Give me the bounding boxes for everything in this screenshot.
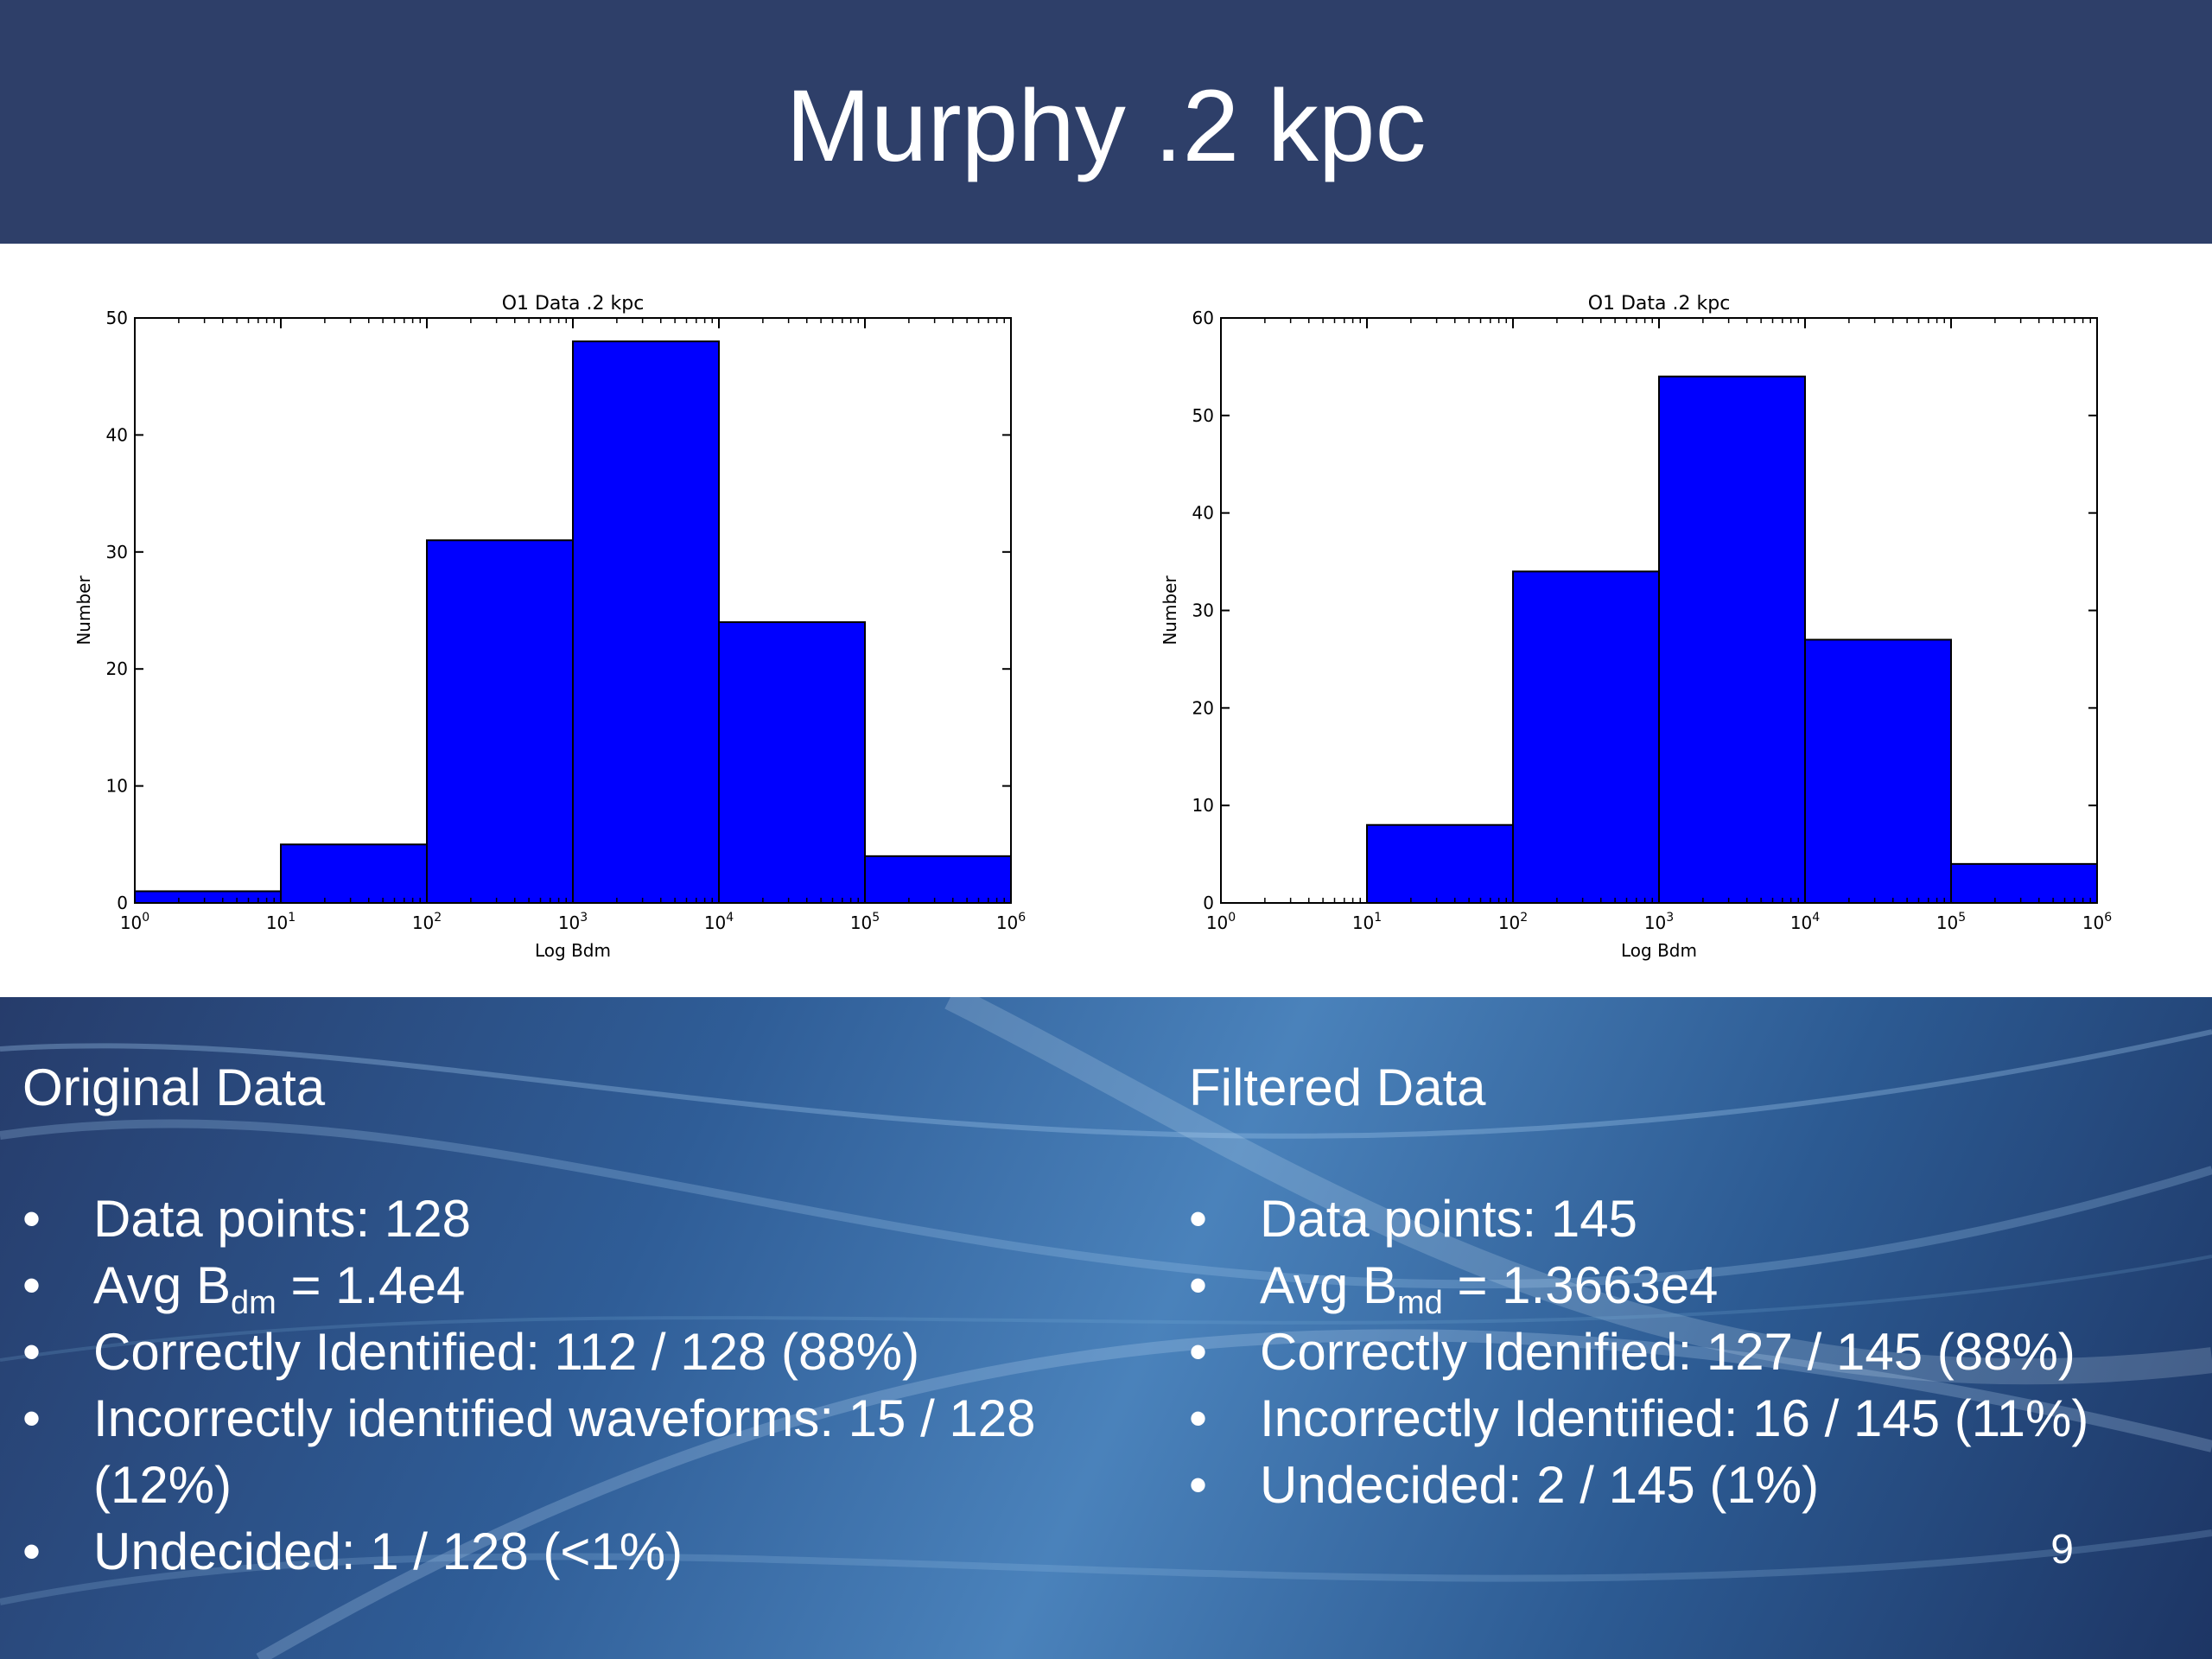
- histogram-bar: [134, 890, 282, 905]
- histogram-bar: [572, 340, 720, 904]
- y-tick-label: 40: [1192, 503, 1214, 524]
- original-data-points: Data points: 128: [22, 1185, 1146, 1252]
- x-tick-label: 106: [996, 911, 1026, 933]
- y-tick-label: 20: [1192, 697, 1214, 718]
- histogram-filtered: 0 10 20 30 40 50 60 100 101 102 103 104 105 106 O1 Dat…: [1160, 293, 2112, 961]
- x-tick-label: 103: [558, 911, 588, 933]
- original-correct-text: Correctly Identified: 112 / 128 (88%): [93, 1323, 920, 1381]
- filtered-data-points-text: Data points: 145: [1260, 1190, 1637, 1248]
- x-tick-label: 104: [1790, 911, 1820, 933]
- x-tick-label: 100: [120, 911, 149, 933]
- x-tick-label: 101: [266, 911, 296, 933]
- original-avg-prefix: Avg B: [93, 1256, 231, 1314]
- slide-title: Murphy .2 kpc: [785, 69, 1427, 183]
- x-tick-label: 103: [1644, 911, 1674, 933]
- filtered-data-heading: Filtered Data: [1189, 1058, 1486, 1116]
- histogram-original: 0 10 20 30 40 50 100 101 102 103 104 105 106 O1 Data …: [73, 293, 1026, 961]
- histogram-bar: [1950, 862, 2098, 904]
- y-tick-label: 10: [1192, 795, 1214, 816]
- x-tick-label: 102: [1498, 911, 1528, 933]
- original-avg: Avg Bdm = 1.4e4: [22, 1252, 1146, 1319]
- filtered-avg: Avg Bmd = 1.3663e4: [1189, 1252, 2088, 1319]
- y-axis-label: Number: [1160, 575, 1180, 645]
- slide-header: Murphy .2 kpc: [0, 0, 2212, 244]
- histogram-bar: [864, 855, 1012, 905]
- filtered-incorrect: Incorrectly Identified: 16 / 145 (11%): [1189, 1385, 2088, 1452]
- histogram-bar: [1366, 823, 1514, 905]
- filtered-avg-value: = 1.3663e4: [1442, 1256, 1719, 1314]
- y-tick-label: 50: [106, 308, 128, 328]
- y-tick-label: 10: [106, 776, 128, 797]
- original-undecided: Undecided: 1 / 128 (<1%): [22, 1518, 1146, 1585]
- original-data-heading: Original Data: [22, 1058, 326, 1116]
- histogram-bar: [280, 843, 428, 904]
- original-avg-value: = 1.4e4: [276, 1256, 466, 1314]
- histogram-bar: [1658, 375, 1806, 904]
- original-undecided-text: Undecided: 1 / 128 (<1%): [93, 1522, 683, 1580]
- filtered-undecided: Undecided: 2 / 145 (1%): [1189, 1452, 2088, 1518]
- original-incorrect-text: Incorrectly identified waveforms: 15 / 1…: [93, 1389, 1036, 1514]
- chart-title: O1 Data .2 kpc: [1588, 293, 1731, 315]
- y-tick-label: 0: [1203, 893, 1214, 913]
- x-tick-label: 102: [412, 911, 442, 933]
- y-tick-label: 60: [1192, 308, 1214, 328]
- y-axis-label: Number: [73, 575, 94, 645]
- y-tick-label: 50: [1192, 405, 1214, 426]
- filtered-data-points: Data points: 145: [1189, 1185, 2088, 1252]
- chart-panel: 0 10 20 30 40 50 100 101 102 103 104 105 106 O1 Data …: [0, 244, 2212, 997]
- filtered-undecided-text: Undecided: 2 / 145 (1%): [1260, 1456, 1820, 1514]
- original-incorrect: Incorrectly identified waveforms: 15 / 1…: [22, 1385, 1146, 1518]
- stats-section: Original Data Data points: 128 Avg Bdm =…: [0, 997, 2212, 1659]
- y-tick-label: 40: [106, 424, 128, 445]
- x-tick-label: 101: [1352, 911, 1382, 933]
- filtered-correct: Correctly Idenified: 127 / 145 (88%): [1189, 1319, 2088, 1385]
- chart-title: O1 Data .2 kpc: [502, 293, 645, 315]
- filtered-avg-prefix: Avg B: [1260, 1256, 1397, 1314]
- x-axis-label: Log Bdm: [535, 940, 611, 961]
- filtered-avg-sub: md: [1397, 1285, 1443, 1321]
- y-tick-label: 30: [106, 542, 128, 563]
- y-tick-label: 0: [117, 893, 128, 913]
- histogram-bar: [718, 621, 866, 904]
- y-tick-label: 30: [1192, 601, 1214, 621]
- x-tick-label: 105: [850, 911, 880, 933]
- original-correct: Correctly Identified: 112 / 128 (88%): [22, 1319, 1146, 1385]
- filtered-stats-list: Data points: 145 Avg Bmd = 1.3663e4 Corr…: [1189, 1185, 2088, 1518]
- histogram-bar: [1512, 570, 1660, 904]
- x-tick-label: 100: [1206, 911, 1236, 933]
- y-tick-label: 20: [106, 658, 128, 679]
- page-number: 9: [2050, 1527, 2074, 1573]
- filtered-incorrect-text: Incorrectly Identified: 16 / 145 (11%): [1260, 1389, 2089, 1447]
- original-data-points-text: Data points: 128: [93, 1190, 471, 1248]
- filtered-correct-text: Correctly Idenified: 127 / 145 (88%): [1260, 1323, 2075, 1381]
- original-stats-list: Data points: 128 Avg Bdm = 1.4e4 Correct…: [22, 1185, 1146, 1585]
- x-tick-label: 105: [1936, 911, 1966, 933]
- original-avg-sub: dm: [231, 1285, 276, 1321]
- x-axis-label: Log Bdm: [1621, 940, 1697, 961]
- x-tick-label: 104: [704, 911, 734, 933]
- histogram-bar: [426, 539, 574, 904]
- x-tick-label: 106: [2082, 911, 2112, 933]
- histogram-bar: [1804, 639, 1952, 904]
